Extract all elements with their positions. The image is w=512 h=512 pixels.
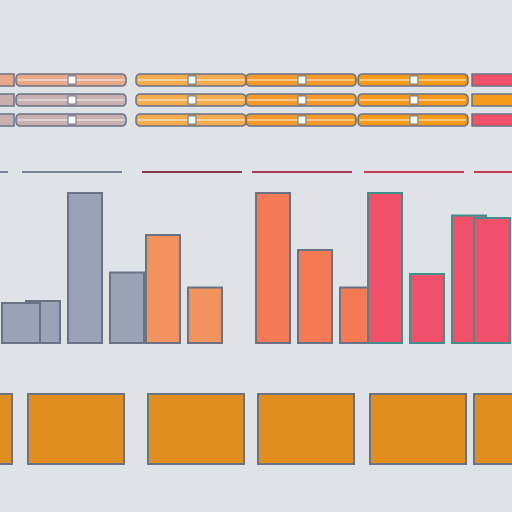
legend-swatch-marker <box>187 95 197 105</box>
bar <box>1 302 41 344</box>
bar <box>367 192 403 344</box>
legend-swatch-bar <box>471 93 512 107</box>
legend-swatch-marker <box>187 75 197 85</box>
bar <box>145 234 181 344</box>
legend-swatch-marker <box>67 115 77 125</box>
footer-blocks <box>0 393 512 465</box>
legend-swatch-marker <box>409 95 419 105</box>
bar <box>67 192 103 344</box>
legend-swatch-marker <box>67 75 77 85</box>
footer-block <box>27 393 125 465</box>
bar <box>297 249 333 344</box>
legend-swatch-marker <box>409 75 419 85</box>
footer-block <box>369 393 467 465</box>
legend-swatch-bar <box>0 93 15 107</box>
legend-swatch-bar <box>471 73 512 87</box>
bar <box>187 286 223 344</box>
legend-swatch-marker <box>187 115 197 125</box>
bar <box>109 271 145 344</box>
legend-swatch-bar <box>0 113 15 127</box>
footer-block <box>0 393 13 465</box>
footer-block <box>473 393 512 465</box>
footer-block <box>257 393 355 465</box>
bar <box>473 217 511 344</box>
legend-swatch-marker <box>409 115 419 125</box>
bar-series <box>1 192 511 344</box>
bar <box>255 192 291 344</box>
legend-swatch-marker <box>297 115 307 125</box>
legend-swatch-marker <box>297 95 307 105</box>
legend-swatch-bar <box>0 73 15 87</box>
legend-swatch-marker <box>297 75 307 85</box>
legend-swatch-marker <box>67 95 77 105</box>
legend-swatch-bar <box>471 113 512 127</box>
bar <box>409 273 445 344</box>
footer-block <box>147 393 245 465</box>
legend-swatch-row <box>0 73 512 127</box>
